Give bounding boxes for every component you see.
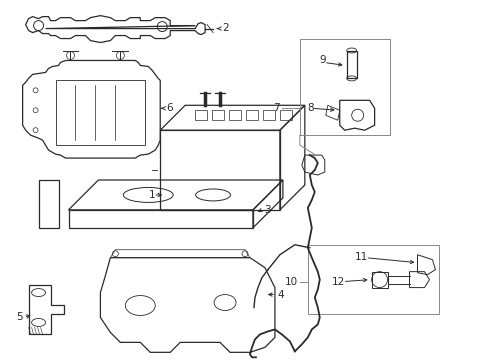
Text: 9: 9 — [319, 55, 325, 66]
Text: 1: 1 — [148, 190, 155, 200]
Text: 6: 6 — [166, 103, 172, 113]
Text: 10: 10 — [284, 276, 297, 287]
Text: 2: 2 — [222, 23, 228, 33]
Text: 4: 4 — [277, 289, 284, 300]
Text: 7: 7 — [273, 103, 279, 113]
Text: 11: 11 — [354, 252, 367, 262]
Text: 3: 3 — [264, 205, 270, 215]
Text: 5: 5 — [16, 312, 22, 323]
Text: 8: 8 — [306, 103, 313, 113]
Text: 12: 12 — [331, 276, 344, 287]
